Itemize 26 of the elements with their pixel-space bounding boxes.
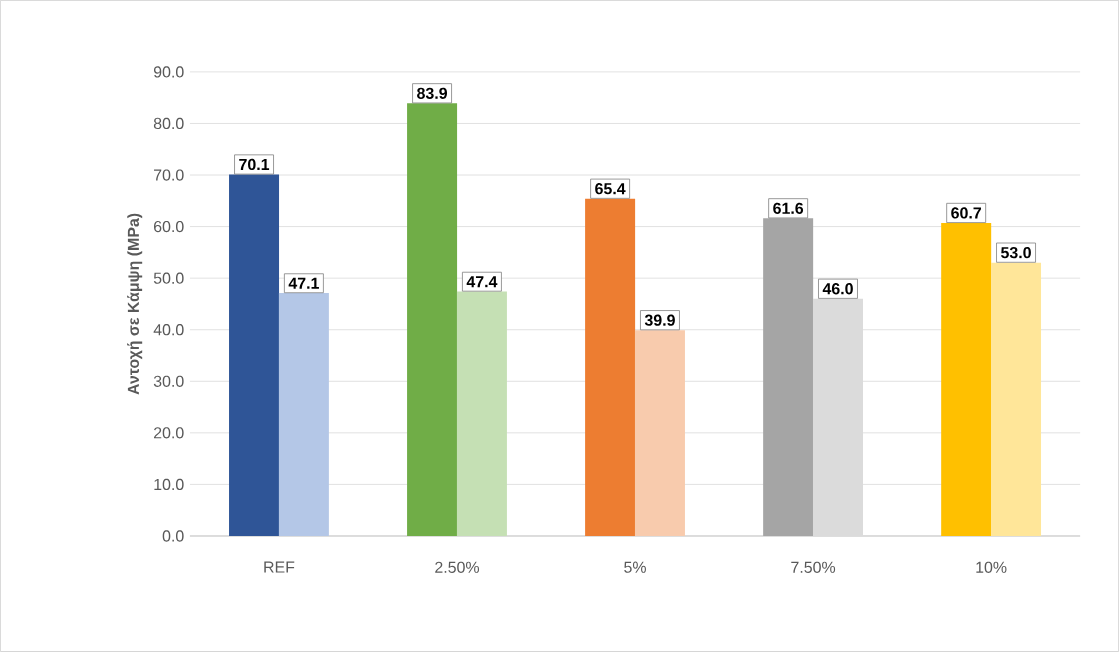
- data-label: 46.0: [822, 283, 853, 295]
- y-tick-label: 30.0: [153, 375, 184, 387]
- x-tick-label: 7.50%: [791, 561, 836, 573]
- data-label: 39.9: [644, 314, 675, 326]
- y-tick-label: 0.0: [162, 530, 184, 542]
- y-tick-label: 20.0: [154, 427, 184, 439]
- data-label: 60.7: [951, 207, 981, 219]
- x-tick-label: 2.50%: [435, 561, 480, 573]
- x-tick-label: 10%: [976, 561, 1007, 573]
- y-tick-label: 90.0: [153, 66, 184, 78]
- x-tick-label: REF: [264, 561, 295, 573]
- y-tick-label: 80.0: [153, 117, 184, 130]
- y-tick-label: 60.0: [154, 221, 184, 233]
- y-tick-label: 10.0: [154, 478, 184, 491]
- data-label: 61.6: [773, 202, 804, 214]
- data-label: 47.1: [288, 277, 319, 289]
- y-axis-title: Αντοχή σε Κάμψη (MPa): [127, 213, 143, 395]
- x-tick-label: 5%: [624, 561, 646, 573]
- y-tick-label: 50.0: [153, 272, 184, 284]
- data-label: 70.1: [239, 158, 270, 171]
- data-label: 47.4: [466, 276, 498, 288]
- data-label: 83.9: [417, 87, 447, 100]
- data-label: 65.4: [595, 183, 626, 195]
- data-label: 53.0: [1001, 247, 1031, 259]
- y-tick-label: 40.0: [153, 324, 184, 336]
- y-tick-label: 70.0: [154, 169, 184, 181]
